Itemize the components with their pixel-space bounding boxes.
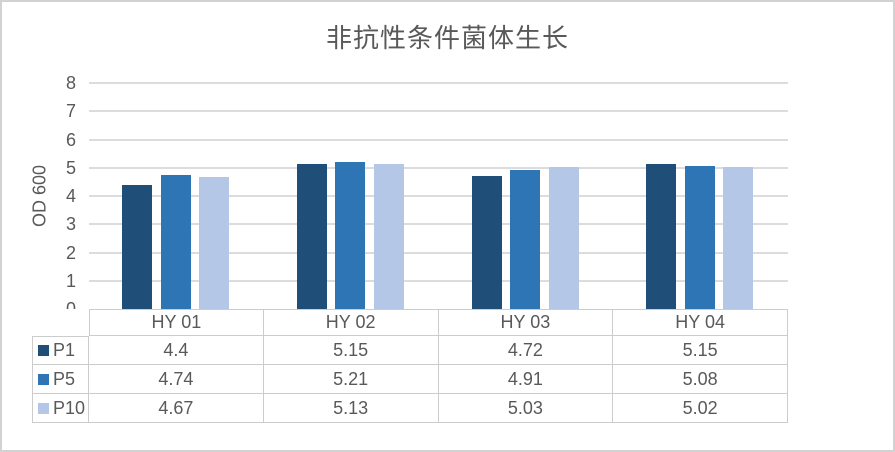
table-header-cell: HY 02 [263, 309, 439, 336]
bar-p1-hy-02[interactable] [296, 163, 327, 309]
legend-label: P1 [53, 340, 76, 360]
legend-label: P10 [53, 397, 86, 418]
bar-p5-hy-04[interactable] [684, 165, 715, 309]
bar-p10-hy-04[interactable] [723, 167, 754, 309]
table-value-cell: 4.91 [438, 365, 614, 394]
bar-p5-hy-03[interactable] [510, 170, 540, 309]
table-corner [32, 309, 89, 336]
data-table: HY 01 HY 02 HY 03 HY 04 P1 4.4 5.15 4.72 5.15 P5 4… [32, 309, 788, 423]
y-tick-label: 4 [65, 186, 76, 206]
y-tick-label: 6 [65, 129, 76, 150]
gridline [89, 279, 788, 282]
gridline [89, 166, 788, 169]
table-value-cell: 4.72 [438, 336, 614, 365]
bar-p5-hy-01[interactable] [160, 175, 191, 309]
gridline [89, 251, 788, 254]
y-tick-label: 5 [65, 157, 76, 178]
bar-p1-hy-03[interactable] [471, 175, 502, 309]
bar-group-hy-02 [264, 83, 439, 309]
gridline [89, 82, 788, 84]
plot-area [89, 83, 788, 309]
table-header-cell: HY 01 [89, 309, 264, 336]
table-value-cell: 5.15 [613, 336, 788, 365]
table-header-cell: HY 04 [613, 309, 788, 336]
y-tick-label: 1 [65, 270, 76, 291]
table-header-cell: HY 03 [438, 309, 614, 336]
table-value-cell: 5.08 [613, 365, 788, 394]
gridline [89, 223, 788, 226]
bar-p10-hy-02[interactable] [373, 164, 404, 309]
y-tick-label: 8 [65, 73, 76, 93]
bar-p1-hy-01[interactable] [122, 184, 152, 309]
table-value-cell: 5.21 [263, 365, 439, 394]
legend-key-p1 [38, 345, 49, 356]
legend-key-p10 [38, 402, 49, 414]
table-value-cell: 5.13 [263, 394, 439, 423]
table-value-cell: 5.02 [613, 394, 788, 423]
legend-cell-p10: P10 [32, 394, 89, 423]
bar-p10-hy-01[interactable] [199, 177, 229, 309]
table-value-cell: 4.67 [89, 394, 264, 423]
chart-title: 非抗性条件菌体生长 [325, 23, 569, 53]
gridline [89, 110, 788, 113]
legend-label: P5 [53, 368, 76, 389]
table-value-cell: 4.4 [89, 336, 264, 365]
gridline [89, 138, 788, 141]
bar-group-hy-01 [89, 83, 264, 309]
bar-p1-hy-04[interactable] [646, 163, 677, 309]
bar-group-hy-03 [439, 83, 614, 309]
legend-cell-p1: P1 [32, 336, 89, 365]
bar-p5-hy-02[interactable] [335, 161, 366, 309]
bar-p10-hy-03[interactable] [548, 166, 579, 309]
y-tick-label: 7 [65, 101, 76, 122]
y-tick-label: 2 [65, 242, 76, 263]
legend-cell-p5: P5 [32, 365, 89, 394]
gridline [89, 195, 788, 197]
table-value-cell: 4.74 [89, 365, 264, 394]
legend-key-p5 [38, 373, 49, 385]
table-value-cell: 5.15 [263, 336, 439, 365]
table-value-cell: 5.03 [438, 394, 614, 423]
y-tick-label: 3 [65, 214, 76, 235]
bar-group-hy-04 [613, 83, 788, 309]
